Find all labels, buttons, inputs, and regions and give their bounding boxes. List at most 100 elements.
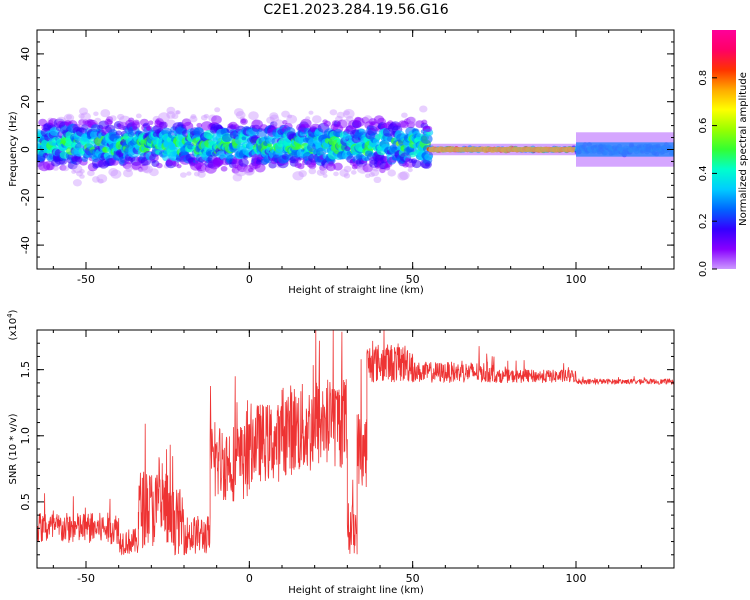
heatmap-cell — [87, 170, 95, 177]
heatmap-cell — [286, 114, 298, 124]
heatmap-cell — [269, 114, 280, 123]
heatmap-cell — [401, 112, 408, 118]
heatmap-cell — [368, 172, 375, 178]
snr-x-axis-label: Height of straight line (km) — [288, 585, 424, 596]
heatmap-cell — [235, 111, 246, 120]
snr-series-line — [37, 330, 674, 556]
heatmap-cell — [78, 113, 85, 119]
heatmap-cell — [63, 113, 75, 123]
x-tick-label: 0 — [246, 572, 253, 585]
heatmap-cell — [108, 168, 119, 177]
heatmap-cell — [200, 114, 208, 121]
heatmap-cell — [175, 110, 181, 115]
heatmap-cell — [96, 174, 108, 184]
heatmap-cell — [342, 108, 355, 119]
heatmap-band-halo — [429, 143, 576, 156]
heatmap-cell — [356, 164, 369, 174]
heatmap-cell — [61, 165, 70, 172]
colorbar-tick-label: 0.4 — [698, 165, 709, 181]
heatmap-cell — [336, 111, 345, 119]
heatmap-cell — [400, 120, 409, 129]
heatmap-cell — [407, 116, 417, 125]
heatmap-band-halo — [576, 132, 674, 167]
heatmap-cell — [197, 170, 206, 178]
heatmap-cell — [343, 173, 351, 179]
heatmap-cell — [300, 118, 312, 128]
heatmap-cell — [78, 119, 86, 126]
heatmap-cell — [142, 164, 153, 174]
heatmap-cell — [373, 176, 382, 183]
heatmap-cell — [72, 164, 83, 174]
y-tick-label: 0 — [19, 146, 32, 153]
heatmap-cell — [109, 115, 117, 122]
colorbar — [712, 30, 736, 269]
heatmap-cell — [183, 121, 194, 131]
heatmap-cell — [420, 134, 433, 144]
heatmap-cell — [196, 122, 203, 128]
heatmap-cell — [208, 114, 217, 122]
heatmap-cell — [248, 111, 259, 121]
x-tick-label: 100 — [566, 572, 587, 585]
heatmap-cell — [193, 171, 200, 177]
heatmap-cell — [238, 158, 249, 167]
y-tick-label: 1.5 — [19, 361, 32, 379]
heatmap-cell — [189, 115, 198, 123]
heatmap-cell — [79, 174, 85, 179]
heatmap-cell — [176, 164, 182, 169]
heatmap-cell — [323, 120, 331, 127]
heatmap-x-axis-label: Height of straight line (km) — [288, 285, 424, 296]
heatmap-cell — [186, 171, 192, 176]
heatmap-cell — [156, 162, 163, 169]
heatmap-cell — [337, 119, 348, 129]
heatmap-cell — [399, 171, 410, 180]
snr-y-multiplier: (x104) — [6, 309, 19, 340]
heatmap-cell — [79, 169, 85, 174]
snr-y-axis-label: SNR (10 * v/v) — [8, 413, 19, 484]
heatmap-cell — [104, 118, 113, 126]
heatmap-cell — [211, 115, 222, 125]
heatmap-cell — [92, 176, 100, 183]
heatmap-cell — [328, 161, 335, 167]
colorbar-tick-label: 0.2 — [698, 213, 709, 229]
heatmap-cell — [117, 113, 125, 120]
heatmap-cell — [180, 172, 187, 178]
heatmap-cell — [424, 125, 433, 133]
heatmap-cell — [106, 116, 114, 122]
heatmap-cell — [397, 171, 409, 181]
x-tick-label: -50 — [77, 273, 95, 286]
heatmap-y-axis-label: Frequency (Hz) — [8, 111, 19, 187]
colorbar-label: Normalized spectral amplitude — [738, 72, 749, 226]
heatmap-cell — [71, 169, 77, 174]
y-tick-label: 1.0 — [19, 427, 32, 445]
heatmap-cell — [312, 115, 322, 124]
heatmap-cell — [110, 169, 122, 179]
heatmap-cell — [297, 163, 305, 170]
heatmap-cell — [333, 162, 343, 171]
heatmap-cell — [187, 143, 194, 150]
heatmap-cell — [407, 167, 413, 173]
heatmap-cell — [148, 120, 154, 125]
heatmap-cell — [175, 110, 180, 115]
heatmap-cell — [171, 113, 179, 120]
heatmap-cell — [287, 114, 293, 119]
heatmap-cell — [194, 126, 204, 134]
heatmap-cell — [411, 159, 422, 169]
heatmap-cell — [146, 125, 153, 132]
heatmap-cell — [100, 109, 111, 118]
heatmap-cell — [344, 145, 351, 152]
heatmap-cell — [343, 110, 350, 116]
heatmap-cell — [426, 131, 431, 136]
heatmap-cell — [319, 168, 328, 175]
heatmap-cell — [322, 173, 328, 178]
heatmap-cell — [351, 170, 357, 175]
heatmap-cell — [214, 107, 221, 113]
heatmap-cell — [281, 110, 290, 118]
heatmap-cell — [298, 170, 307, 178]
heatmap-cell — [343, 165, 352, 173]
heatmap-cell — [333, 171, 339, 177]
heatmap-cell — [132, 119, 140, 126]
heatmap-cell — [158, 112, 170, 123]
heatmap-cell — [59, 164, 67, 171]
x-tick-label: 100 — [566, 273, 587, 286]
colorbar-tick-label: 0.6 — [698, 118, 709, 134]
